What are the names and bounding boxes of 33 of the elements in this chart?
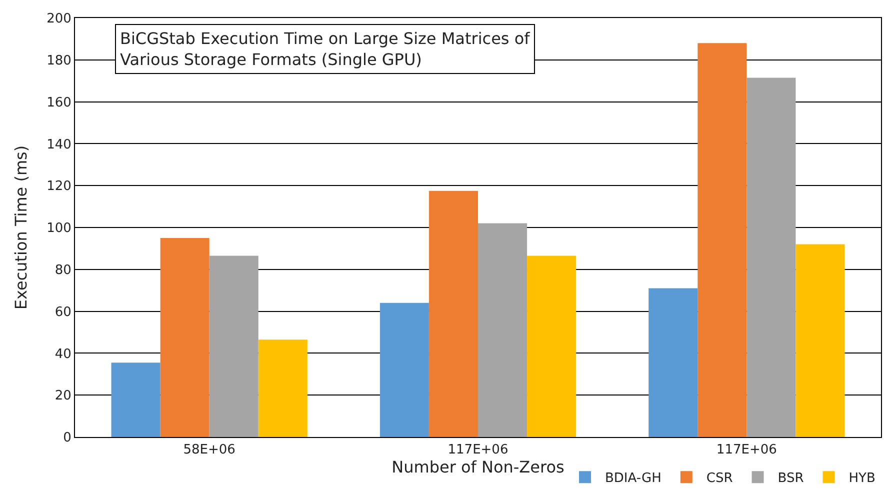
bar [648,288,698,437]
bar [478,223,528,437]
bar [111,362,160,437]
bar [380,302,429,437]
x-tick-label: 117E+06 [448,442,508,458]
legend-label: BDIA-GH [605,471,662,486]
y-tick-label: 120 [46,179,72,194]
y-tick-label: 40 [54,346,72,362]
bar [746,78,796,437]
y-tick-label: 160 [46,95,72,110]
legend-label: BSR [778,471,804,486]
y-tick-label: 80 [54,262,72,278]
legend-label: CSR [706,471,733,486]
bar [698,43,747,437]
y-tick-label: 180 [46,53,72,68]
bar [796,244,845,437]
bar [160,238,210,437]
legend-label: HYB [848,471,876,486]
bar [527,256,576,437]
bar [258,340,308,437]
bar [428,190,478,437]
bar [209,256,258,437]
y-tick-label: 0 [63,430,72,446]
y-tick-label: 60 [54,304,72,320]
x-tick-label: 117E+06 [716,442,777,458]
text: BiCGStab Execution Time on Large Size Matrices of Various Storage Formats (Single GPU) [120,29,530,69]
x-tick-label: 58E+06 [183,442,236,458]
y-tick-label: 20 [54,388,72,404]
x-axis-title: Number of Non-Zeros [392,458,564,477]
y-tick-label: 140 [46,137,72,152]
y-axis-title: Execution Time (ms) [11,145,30,310]
y-tick-label: 200 [46,12,72,27]
y-tick-label: 100 [46,221,72,236]
